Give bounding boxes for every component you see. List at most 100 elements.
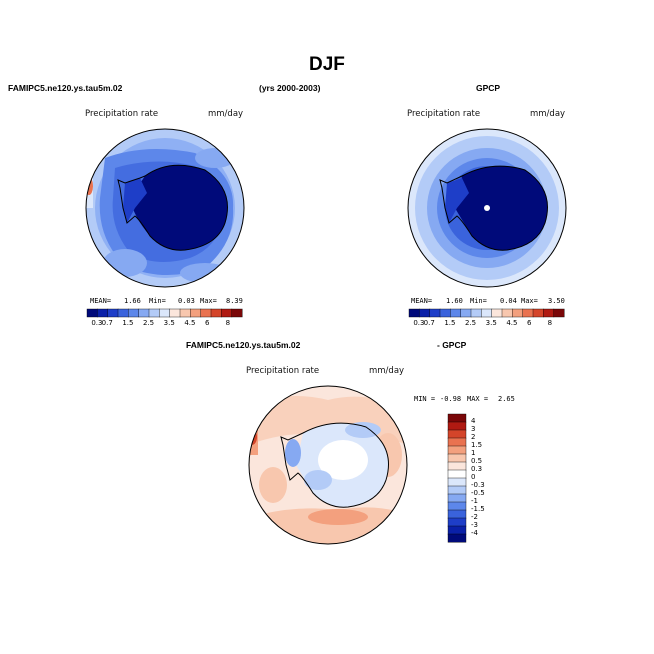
years-label: (yrs 2000-2003) bbox=[259, 83, 321, 93]
model-units-label: mm/day bbox=[208, 109, 244, 119]
model-colorbar-swatch bbox=[221, 308, 233, 318]
page-title: DJF bbox=[309, 54, 345, 75]
model-colorbar-swatch bbox=[107, 308, 119, 318]
diff-colorbar-tick-label: 1.5 bbox=[471, 441, 483, 449]
diff-colorbar-tick-label: -1 bbox=[471, 497, 478, 505]
obs-colorbar-swatch bbox=[481, 308, 493, 318]
obs-name-label: GPCP bbox=[476, 83, 501, 93]
model-colorbar-swatch bbox=[86, 308, 98, 318]
diff-colorbar bbox=[447, 413, 467, 543]
model-max-label: Max= bbox=[200, 297, 217, 305]
model-colorbar-swatch bbox=[97, 308, 109, 318]
model-colorbar-swatch bbox=[138, 308, 150, 318]
diff-variable-label: Precipitation rate bbox=[246, 366, 320, 376]
model-colorbar-swatch bbox=[231, 308, 243, 318]
obs-polar-map bbox=[407, 128, 567, 288]
diff-colorbar-swatch bbox=[447, 453, 467, 463]
model-colorbar-swatch bbox=[190, 308, 202, 318]
obs-colorbar bbox=[408, 308, 565, 318]
model-colorbar-tick-label: 6 bbox=[205, 319, 210, 327]
diff-min-value: -0.98 bbox=[440, 395, 462, 403]
diff-colorbar-tick-label: 2 bbox=[471, 433, 476, 441]
model-colorbar-swatch bbox=[128, 308, 140, 318]
model-variable-label: Precipitation rate bbox=[85, 109, 159, 119]
obs-variable-label: Precipitation rate bbox=[407, 109, 481, 119]
diff-colorbar-swatch bbox=[447, 509, 467, 519]
diff-colorbar-tick-label: 4 bbox=[471, 417, 476, 425]
obs-max-value: 3.50 bbox=[548, 297, 565, 305]
model-polar-map bbox=[85, 128, 245, 288]
diff-colorbar-tick-label: -4 bbox=[471, 529, 478, 537]
diff-colorbar-swatch bbox=[447, 429, 467, 439]
model-colorbar-swatch bbox=[117, 308, 129, 318]
diff-colorbar-swatch bbox=[447, 501, 467, 511]
obs-colorbar-swatch bbox=[543, 308, 555, 318]
model-colorbar-tick-label: 0.7 bbox=[101, 319, 113, 327]
obs-colorbar-tick-label: 2.5 bbox=[465, 319, 477, 327]
model-colorbar-swatch bbox=[210, 308, 222, 318]
model-min-value: 0.03 bbox=[178, 297, 195, 305]
model-colorbar-labels: 0.3 0.7 1.5 2.5 3.5 4.5 6 8 bbox=[87, 319, 242, 329]
model-max-value: 8.39 bbox=[226, 297, 243, 305]
model-mean-label: MEAN= bbox=[90, 297, 112, 305]
obs-colorbar-tick-label: 4.5 bbox=[506, 319, 518, 327]
diff-colorbar-swatch bbox=[447, 485, 467, 495]
obs-mean-value: 1.60 bbox=[446, 297, 463, 305]
model-colorbar-swatch bbox=[179, 308, 191, 318]
diff-colorbar-tick-label: 0.5 bbox=[471, 457, 483, 465]
diff-obs-name-label: - GPCP bbox=[437, 340, 467, 350]
model-min-label: Min= bbox=[149, 297, 166, 305]
obs-colorbar-swatch bbox=[429, 308, 441, 318]
model-colorbar-tick-label: 8 bbox=[225, 319, 231, 327]
diff-model-name-label: FAMIPC5.ne120.ys.tau5m.02 bbox=[186, 340, 301, 350]
diff-colorbar-tick-label: 0.3 bbox=[471, 465, 483, 473]
obs-colorbar-labels: 0.3 0.7 1.5 2.5 3.5 4.5 6 8 bbox=[409, 319, 564, 329]
diff-colorbar-swatch bbox=[447, 413, 467, 423]
obs-colorbar-swatch bbox=[450, 308, 462, 318]
obs-colorbar-swatch bbox=[553, 308, 565, 318]
obs-min-value: 0.04 bbox=[500, 297, 517, 305]
diff-colorbar-swatch bbox=[447, 517, 467, 527]
obs-colorbar-swatch bbox=[470, 308, 482, 318]
diff-max-label: MAX = bbox=[467, 395, 489, 403]
model-colorbar-tick-label: 4.5 bbox=[184, 319, 196, 327]
diff-colorbar-swatch bbox=[447, 469, 467, 479]
model-colorbar bbox=[86, 308, 243, 318]
diff-colorbar-swatch bbox=[447, 437, 467, 447]
model-colorbar-swatch bbox=[159, 308, 171, 318]
obs-colorbar-tick-label: 0.7 bbox=[423, 319, 435, 327]
diff-polar-map bbox=[248, 385, 408, 545]
obs-units-label: mm/day bbox=[530, 109, 566, 119]
diff-colorbar-tick-label: -0.3 bbox=[471, 481, 485, 489]
diff-colorbar-swatch bbox=[447, 493, 467, 503]
obs-colorbar-tick-label: 6 bbox=[527, 319, 532, 327]
model-colorbar-swatch bbox=[200, 308, 212, 318]
obs-colorbar-swatch bbox=[439, 308, 451, 318]
diff-colorbar-tick-label: -0.5 bbox=[471, 489, 485, 497]
diff-colorbar-swatch bbox=[447, 421, 467, 431]
obs-colorbar-swatch bbox=[512, 308, 524, 318]
obs-colorbar-tick-label: 3.5 bbox=[485, 319, 497, 327]
obs-mean-label: MEAN= bbox=[411, 297, 433, 305]
model-colorbar-swatch bbox=[169, 308, 181, 318]
diff-colorbar-swatch bbox=[447, 461, 467, 471]
diff-colorbar-labels: 4 3 2 1.5 1 0.5 0.3 0 -0.3 -0.5 -1 -1.5 -2 -3 -4 bbox=[471, 414, 501, 542]
model-colorbar-tick-label: 3.5 bbox=[163, 319, 175, 327]
model-name-label: FAMIPC5.ne120.ys.tau5m.02 bbox=[8, 83, 123, 93]
model-colorbar-tick-label: 0.3 bbox=[91, 319, 103, 327]
obs-colorbar-tick-label: 8 bbox=[547, 319, 553, 327]
obs-min-label: Min= bbox=[470, 297, 487, 305]
diff-colorbar-swatch bbox=[447, 477, 467, 487]
obs-colorbar-swatch bbox=[460, 308, 472, 318]
diff-colorbar-tick-label: 3 bbox=[471, 425, 476, 433]
obs-max-label: Max= bbox=[521, 297, 538, 305]
model-colorbar-tick-label: 2.5 bbox=[143, 319, 155, 327]
obs-colorbar-swatch bbox=[522, 308, 534, 318]
diff-colorbar-swatch bbox=[447, 445, 467, 455]
diff-units-label: mm/day bbox=[369, 366, 405, 376]
model-colorbar-tick-label: 1.5 bbox=[122, 319, 134, 327]
obs-colorbar-swatch bbox=[491, 308, 503, 318]
obs-colorbar-swatch bbox=[419, 308, 431, 318]
diff-colorbar-tick-label: 0 bbox=[471, 473, 476, 481]
diff-colorbar-tick-label: -1.5 bbox=[471, 505, 485, 513]
